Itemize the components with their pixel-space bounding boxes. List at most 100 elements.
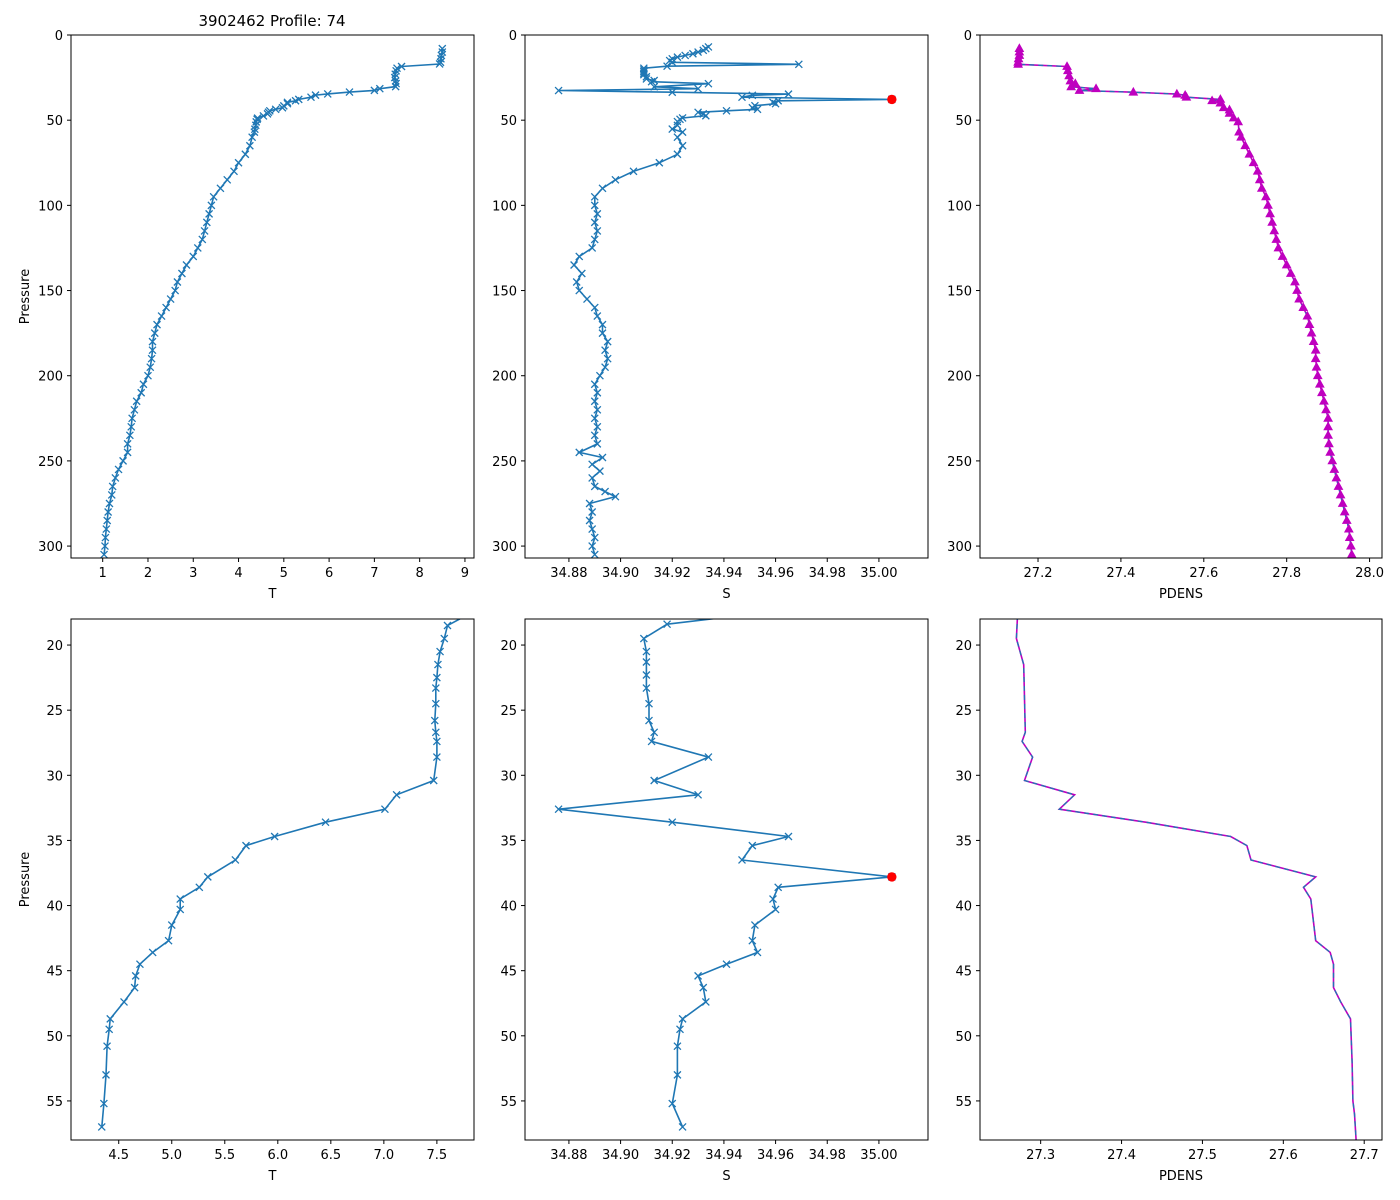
data-point [101, 533, 110, 542]
data-point [148, 948, 157, 957]
data-point [688, 49, 697, 58]
y-tick-label: 30 [46, 769, 63, 784]
y-tick-label: 20 [500, 639, 517, 654]
data-point [738, 856, 746, 864]
data-point [203, 872, 212, 881]
data-point [575, 286, 584, 295]
axes-frame [70, 34, 475, 559]
data-point [598, 453, 607, 462]
data-point [171, 286, 180, 295]
x-axis-label: T [268, 587, 277, 602]
data-point [1236, 131, 1246, 141]
x-tick-label: 34.98 [809, 1148, 846, 1163]
data-point [114, 465, 123, 474]
data-point [123, 439, 132, 448]
y-tick-label: 0 [509, 29, 517, 44]
data-point [259, 111, 268, 120]
data-point [1263, 200, 1273, 209]
data-point [127, 422, 136, 431]
y-tick-label: 250 [492, 455, 517, 470]
data-point [120, 997, 128, 1006]
data-point [642, 671, 651, 679]
data-point [668, 818, 677, 827]
data-point [554, 805, 563, 814]
data-point [598, 320, 607, 329]
data-point [603, 354, 612, 363]
data-point [701, 111, 710, 120]
data-point [642, 658, 651, 666]
data-point [774, 883, 783, 892]
y-tick-label: 50 [955, 114, 972, 129]
data-point [1256, 183, 1267, 192]
data-point [438, 44, 447, 53]
data-point [588, 243, 597, 252]
axes-frame [979, 618, 1383, 1141]
data-point [1277, 251, 1288, 260]
data-point [642, 684, 651, 692]
data-point [245, 141, 254, 150]
data-point [750, 921, 759, 930]
data-point [673, 121, 682, 130]
data-point [590, 235, 599, 244]
data-point [1171, 88, 1182, 98]
y-tick-label: 200 [38, 370, 63, 385]
data-point [1252, 165, 1263, 175]
data-point [102, 525, 111, 533]
data-point [748, 841, 757, 850]
data-point [1323, 412, 1334, 422]
x-tick-label: 9 [461, 566, 469, 581]
data-point [100, 550, 109, 558]
data-point [104, 508, 113, 516]
data-point [99, 1099, 108, 1108]
y-tick-label: 40 [500, 900, 517, 915]
data-point [1074, 85, 1085, 94]
data-point [107, 491, 116, 499]
plot-area [100, 44, 447, 558]
data-point [429, 776, 438, 785]
x-axis-label: S [722, 587, 730, 602]
data-point [234, 158, 243, 167]
data-point [1333, 481, 1344, 490]
y-axis-label: Pressure [18, 269, 33, 325]
data-point [1254, 174, 1265, 184]
data-point [704, 79, 713, 88]
data-point [678, 1014, 687, 1023]
data-point [598, 184, 607, 193]
x-tick-label: 34.92 [654, 566, 691, 581]
y-tick-label: 250 [38, 455, 63, 470]
data-point [681, 51, 690, 60]
x-tick-label: 27.3 [1026, 1148, 1055, 1163]
data-point [577, 269, 586, 278]
series-line [558, 46, 892, 555]
data-point [771, 99, 780, 108]
x-tick-label: 3 [189, 566, 197, 581]
data-point [1346, 549, 1357, 558]
axes-frame [524, 618, 929, 1141]
y-tick-label: 25 [500, 704, 517, 719]
data-point [593, 388, 602, 397]
data-point [200, 226, 209, 235]
data-point [1298, 302, 1309, 311]
data-point [642, 647, 651, 656]
y-tick-label: 25 [955, 704, 972, 719]
x-tick-label: 4.5 [108, 1148, 129, 1163]
data-point [655, 158, 664, 167]
data-point [230, 167, 238, 176]
data-point [1013, 58, 1024, 68]
data-point [177, 269, 186, 278]
data-point [392, 79, 401, 88]
data-point [1304, 319, 1315, 329]
x-tick-label: 5 [280, 566, 288, 581]
data-point [1285, 268, 1296, 277]
y-tick-label: 150 [38, 285, 63, 300]
data-point [148, 337, 157, 346]
x-axis-label: PDENS [1159, 587, 1203, 602]
data-point [694, 790, 703, 799]
x-tick-label: 34.96 [757, 1148, 794, 1163]
data-point [1346, 540, 1356, 550]
data-point [722, 106, 731, 115]
axes-frame [524, 34, 929, 559]
y-tick-label: 35 [46, 834, 63, 849]
data-point [601, 363, 610, 372]
